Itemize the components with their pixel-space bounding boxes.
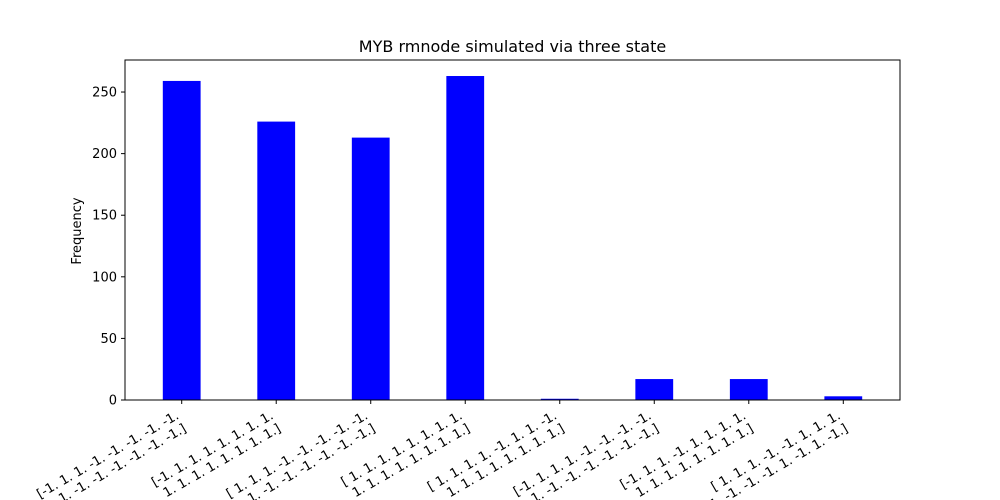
y-axis: 0 50 100 150 200 250 (92, 86, 125, 409)
bar-1 (257, 121, 296, 400)
bar-4 (540, 398, 579, 400)
bars-group (162, 76, 863, 401)
plot-area-frame (124, 59, 901, 401)
y-tick-label-0: 0 (109, 394, 117, 409)
y-tick-label-5: 250 (92, 86, 117, 101)
y-axis-label: Frequency (70, 197, 85, 264)
bar-6 (729, 379, 768, 400)
chart-title: MYB rmnode simulated via three state (359, 37, 666, 56)
bar-7 (824, 396, 863, 400)
bar-5 (635, 379, 674, 400)
bar-2 (351, 137, 390, 400)
x-axis: [-1. 1. 1. -1. -1. -1. -1. -1. -1. -1. -… (30, 400, 851, 500)
y-tick-label-1: 50 (100, 332, 117, 347)
y-tick-label-4: 200 (92, 147, 117, 162)
y-tick-label-3: 150 (92, 209, 117, 224)
bar-3 (446, 76, 485, 400)
y-tick-label-2: 100 (92, 270, 117, 285)
bar-0 (162, 80, 201, 401)
